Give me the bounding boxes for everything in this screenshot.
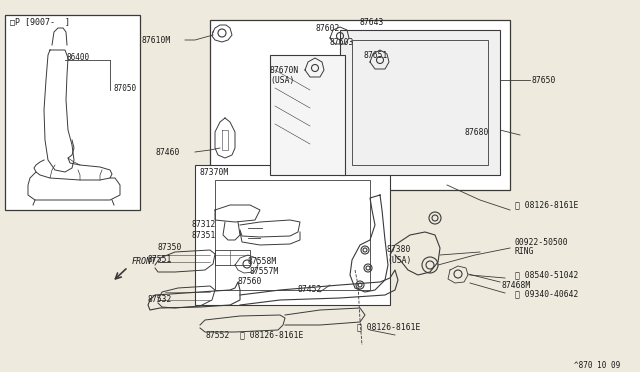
Bar bbox=[215, 180, 370, 290]
Text: 87558M: 87558M bbox=[247, 257, 276, 266]
Text: 87050: 87050 bbox=[113, 83, 136, 93]
Text: Ⓑ 08126-8161E: Ⓑ 08126-8161E bbox=[240, 330, 303, 340]
Text: 87460: 87460 bbox=[155, 148, 179, 157]
Text: 87551: 87551 bbox=[148, 256, 172, 264]
Text: 87650: 87650 bbox=[532, 76, 556, 84]
Text: 87560: 87560 bbox=[238, 278, 262, 286]
Bar bbox=[210, 20, 510, 190]
Text: 87370M: 87370M bbox=[200, 167, 229, 176]
Text: 86400: 86400 bbox=[66, 52, 89, 61]
Text: 87350: 87350 bbox=[157, 244, 181, 253]
Text: Ⓑ 08126-8161E: Ⓑ 08126-8161E bbox=[515, 201, 579, 209]
Bar bbox=[340, 30, 500, 175]
Text: 87643: 87643 bbox=[360, 17, 385, 26]
Text: □P [9007-  ]: □P [9007- ] bbox=[10, 17, 70, 26]
Text: Ⓢ 08540-51042: Ⓢ 08540-51042 bbox=[515, 270, 579, 279]
Text: 87557M: 87557M bbox=[250, 267, 279, 276]
Text: 87380: 87380 bbox=[387, 246, 412, 254]
Text: RING: RING bbox=[515, 247, 534, 257]
Text: (USA): (USA) bbox=[387, 256, 412, 264]
Text: 87610M: 87610M bbox=[142, 35, 172, 45]
Text: 87670N: 87670N bbox=[270, 65, 300, 74]
Bar bbox=[195, 165, 390, 305]
Text: 87680: 87680 bbox=[465, 128, 490, 137]
Text: 87602: 87602 bbox=[316, 23, 340, 32]
Text: 87603: 87603 bbox=[330, 38, 355, 46]
Text: Ⓢ 09340-40642: Ⓢ 09340-40642 bbox=[515, 289, 579, 298]
Text: ^870 10 09: ^870 10 09 bbox=[573, 360, 620, 369]
Text: 87552: 87552 bbox=[205, 330, 229, 340]
Text: Ⓑ 08126-8161E: Ⓑ 08126-8161E bbox=[357, 323, 420, 331]
Text: 87312: 87312 bbox=[192, 219, 216, 228]
Bar bbox=[5, 15, 140, 210]
Bar bbox=[270, 55, 345, 175]
Text: 87452: 87452 bbox=[298, 285, 323, 295]
Text: 87651: 87651 bbox=[364, 51, 388, 60]
Text: 87468M: 87468M bbox=[502, 280, 531, 289]
Text: 87351: 87351 bbox=[192, 231, 216, 240]
Text: (USA): (USA) bbox=[270, 76, 294, 84]
Text: FRONT: FRONT bbox=[132, 257, 157, 266]
Text: 87532: 87532 bbox=[148, 295, 172, 305]
Text: 00922-50500: 00922-50500 bbox=[515, 237, 568, 247]
Bar bbox=[352, 40, 488, 165]
